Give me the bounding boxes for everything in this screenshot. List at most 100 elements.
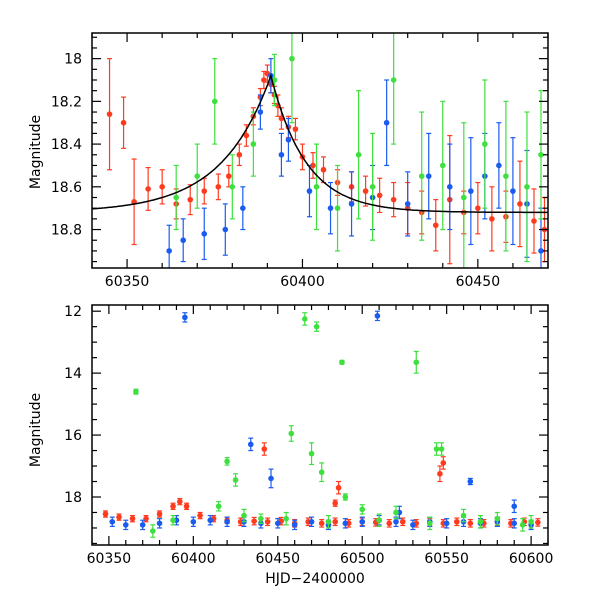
data-point — [190, 516, 197, 528]
x-tick-label: 60600 — [509, 551, 554, 567]
data-point — [226, 164, 232, 188]
data-point — [318, 519, 325, 528]
x-tick-label: 60500 — [340, 551, 385, 567]
data-point — [511, 499, 518, 514]
data-point — [386, 519, 393, 528]
data-point — [342, 493, 349, 501]
data-point — [332, 517, 339, 527]
bottom-panel: 60350 60400 60450 60500 60550 60600 12 14 16 18 M… — [28, 304, 553, 587]
data-point — [383, 79, 390, 167]
data-point — [310, 152, 316, 179]
data-point — [418, 111, 425, 241]
data-point — [261, 442, 268, 456]
data-point — [102, 510, 109, 518]
y-tick-label: 18.2 — [51, 94, 82, 110]
data-point — [232, 473, 239, 487]
data-point — [332, 499, 339, 507]
data-point — [433, 442, 440, 456]
data-point — [443, 518, 450, 529]
data-point — [362, 175, 369, 207]
y-tick-label: 12 — [64, 304, 82, 320]
data-point — [173, 164, 179, 231]
data-point — [359, 504, 366, 515]
data-point — [156, 518, 163, 529]
data-point — [268, 468, 274, 489]
data-point — [517, 160, 523, 248]
bottom-data-points — [102, 310, 541, 538]
x-tick-label: 60450 — [456, 274, 501, 290]
data-point — [446, 143, 453, 231]
data-point — [425, 132, 432, 220]
data-point — [528, 514, 534, 529]
data-point — [222, 203, 229, 256]
data-point — [106, 58, 113, 171]
data-point — [489, 186, 495, 252]
x-tick-label: 60450 — [256, 551, 301, 567]
y-tick-label: 16 — [64, 428, 82, 444]
data-point — [278, 132, 285, 177]
data-point — [240, 186, 246, 231]
bottom-x-axis-label: HJD−2400000 — [265, 571, 365, 587]
data-point — [129, 514, 136, 523]
data-point — [156, 510, 163, 518]
data-point — [359, 516, 366, 528]
data-point — [335, 480, 342, 495]
data-point — [215, 173, 222, 201]
data-point — [120, 96, 127, 149]
data-point — [224, 516, 230, 528]
data-point — [538, 90, 544, 220]
data-point — [524, 111, 530, 263]
top-plot-frame — [91, 32, 549, 269]
data-point — [477, 514, 484, 529]
data-point — [410, 519, 416, 531]
data-point — [494, 511, 501, 526]
data-point — [440, 456, 447, 470]
data-point — [207, 514, 214, 526]
data-point — [182, 312, 188, 323]
data-point — [348, 171, 355, 237]
data-point — [439, 100, 446, 231]
x-tick-label: 60400 — [171, 551, 216, 567]
data-point — [139, 519, 146, 531]
bottom-plot-frame — [91, 304, 549, 546]
data-point — [503, 100, 509, 252]
x-tick-label: 60350 — [87, 551, 132, 567]
data-point — [461, 122, 467, 268]
data-point — [467, 477, 474, 486]
y-tick-label: 18.8 — [51, 223, 82, 239]
data-point — [241, 508, 247, 523]
data-point — [131, 158, 137, 246]
data-point — [334, 164, 341, 252]
data-point — [250, 111, 257, 177]
data-point — [482, 79, 488, 209]
data-point — [251, 516, 257, 526]
data-point — [437, 465, 443, 483]
data-point — [264, 517, 271, 527]
data-point — [122, 519, 129, 531]
top-axis-ticks: 60350 60400 60450 18 18.2 18.4 18.6 18.8 — [51, 33, 549, 290]
data-point — [170, 514, 176, 526]
data-point — [133, 388, 139, 395]
top-data-points — [106, 33, 548, 268]
data-point — [318, 462, 325, 483]
data-point — [194, 143, 201, 209]
data-point — [325, 514, 332, 529]
data-point — [308, 442, 315, 466]
data-point — [538, 207, 544, 268]
x-tick-label: 60400 — [280, 274, 325, 290]
x-tick-label: 60350 — [105, 274, 150, 290]
data-point — [531, 188, 537, 254]
data-point — [432, 199, 439, 252]
bottom-y-axis-label: Magnitude — [28, 393, 44, 467]
data-point — [355, 90, 362, 220]
data-point — [327, 181, 334, 235]
y-tick-label: 14 — [64, 366, 82, 382]
data-point — [143, 514, 149, 523]
data-point — [211, 58, 218, 145]
data-point — [339, 359, 345, 366]
y-tick-label: 18.4 — [51, 137, 82, 153]
data-point — [302, 312, 308, 326]
data-point — [496, 122, 502, 209]
data-point — [116, 513, 122, 521]
